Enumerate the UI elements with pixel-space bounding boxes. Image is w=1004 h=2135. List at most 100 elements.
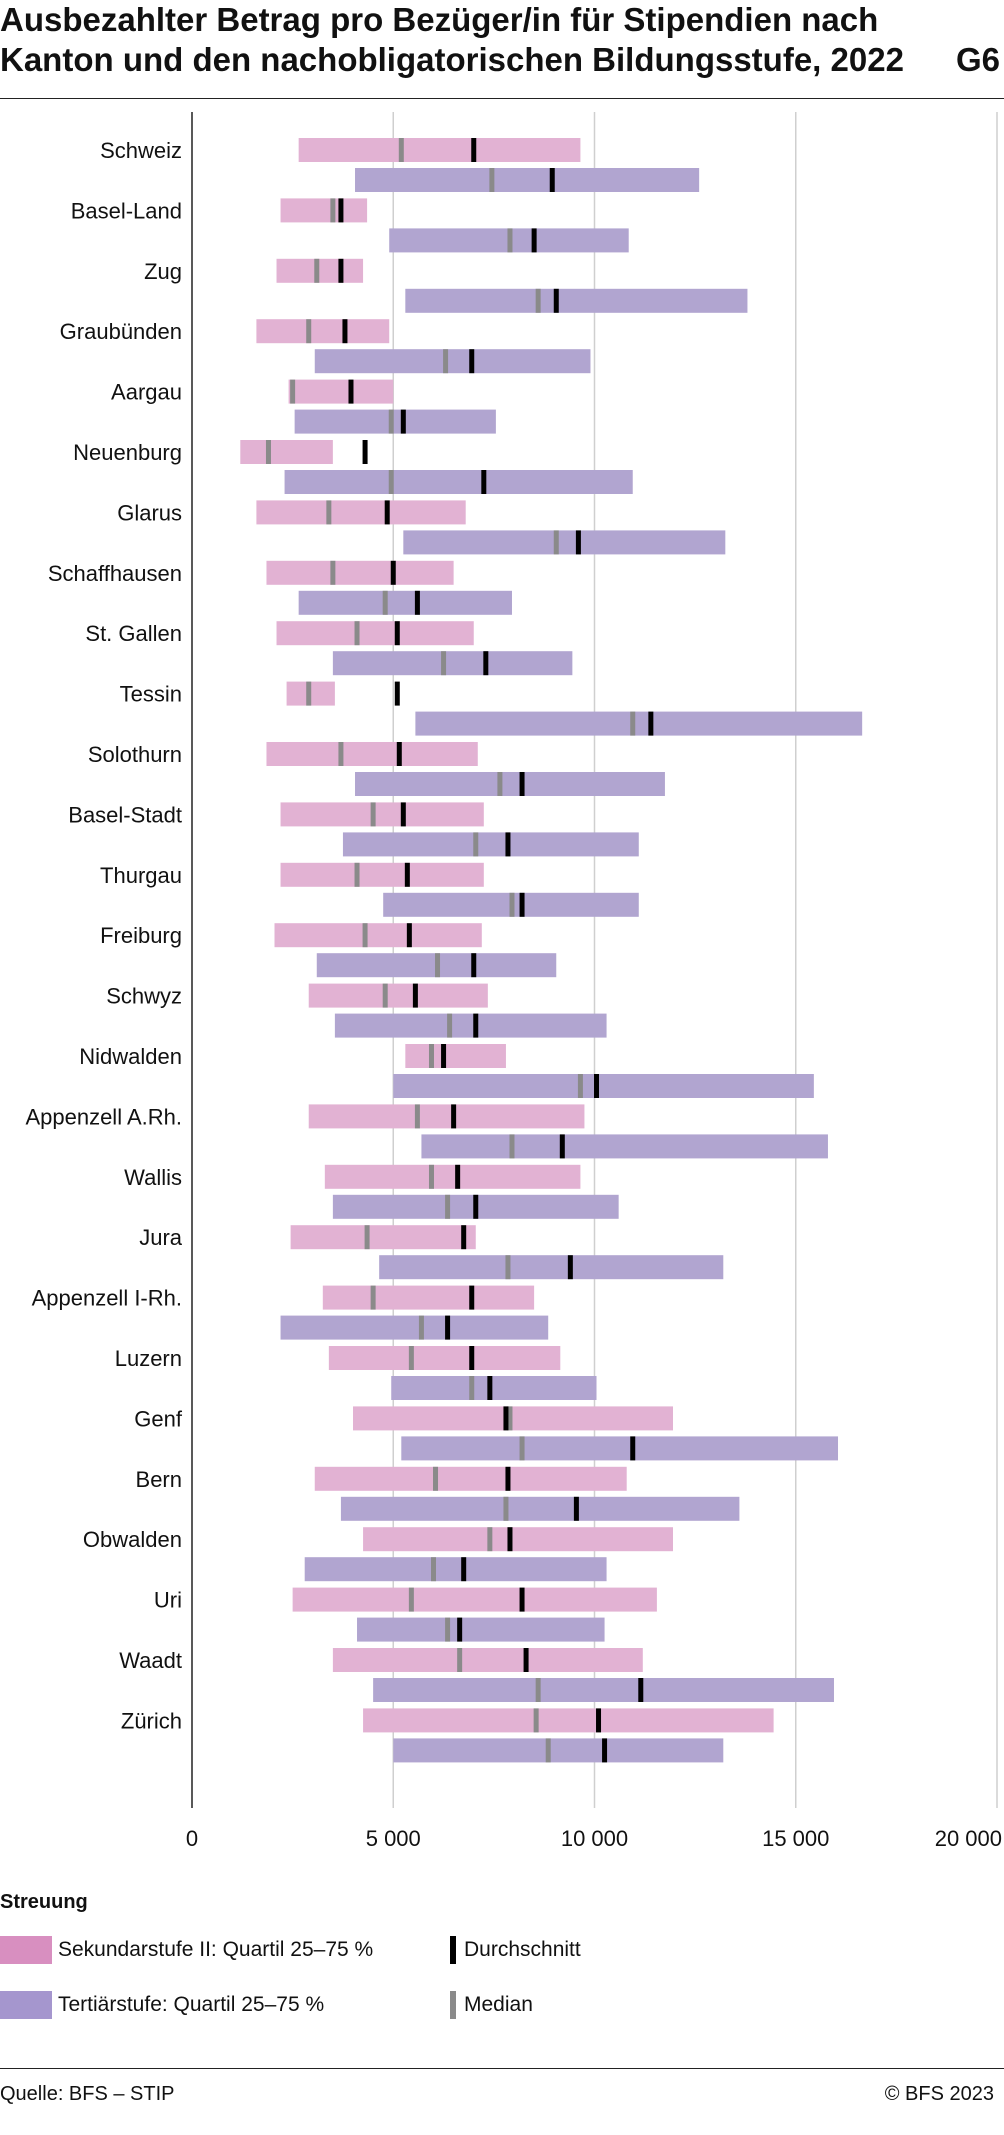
category-label: Nidwalden bbox=[79, 1044, 182, 1069]
median-marker bbox=[509, 1134, 515, 1159]
legend-swatch-tertiary bbox=[0, 1991, 52, 2020]
chart-title-line-1: Ausbezahlter Betrag pro Bezüger/in für S… bbox=[0, 1, 879, 38]
median-marker bbox=[418, 1315, 424, 1340]
category-label: Zürich bbox=[121, 1708, 182, 1733]
median-marker bbox=[290, 379, 296, 404]
mean-marker bbox=[461, 1557, 467, 1582]
category-label: Zug bbox=[144, 259, 182, 284]
mean-marker bbox=[549, 168, 555, 192]
quartile-bar bbox=[332, 1648, 643, 1672]
mean-marker bbox=[519, 772, 525, 796]
quartile-bar bbox=[294, 409, 496, 434]
quartile-bar bbox=[353, 1406, 673, 1431]
quartile-bar bbox=[256, 319, 390, 344]
legend-item-secondary: Sekundarstufe II: Quartil 25–75 % bbox=[0, 1936, 373, 1965]
median-marker bbox=[469, 1376, 475, 1400]
median-marker bbox=[507, 228, 513, 253]
quartile-bar bbox=[363, 1708, 774, 1733]
chart-title-line-2: Kanton und den nachobligatorischen Bildu… bbox=[0, 41, 904, 78]
median-marker bbox=[545, 1738, 551, 1763]
median-marker bbox=[431, 1557, 436, 1582]
mean-marker bbox=[400, 409, 406, 434]
mean-marker bbox=[471, 138, 477, 162]
quartile-bar bbox=[393, 1738, 724, 1763]
quartile-bar bbox=[266, 742, 478, 766]
legend-item-mean: Durchschnitt bbox=[450, 1936, 581, 1965]
mean-marker bbox=[406, 923, 412, 948]
median-marker bbox=[265, 440, 271, 464]
mean-marker bbox=[473, 1194, 479, 1219]
mean-marker bbox=[451, 1104, 457, 1129]
median-marker bbox=[370, 1285, 376, 1310]
legend-swatch-mean bbox=[450, 1936, 456, 1965]
mean-marker bbox=[503, 1406, 509, 1431]
median-marker bbox=[408, 1587, 414, 1612]
median-marker bbox=[503, 1496, 509, 1521]
x-tick-label: 20 000 bbox=[935, 1826, 1002, 1851]
category-label: Jura bbox=[139, 1225, 183, 1250]
mean-marker bbox=[596, 1708, 602, 1733]
legend-label-mean: Durchschnitt bbox=[464, 1938, 581, 1961]
median-marker bbox=[505, 1255, 511, 1280]
category-label: St. Gallen bbox=[85, 621, 182, 646]
category-label: Glarus bbox=[117, 500, 182, 525]
mean-marker bbox=[505, 1466, 511, 1491]
median-marker bbox=[388, 409, 394, 434]
legend-label-tertiary: Tertiärstufe: Quartil 25–75 % bbox=[58, 1993, 325, 2016]
top-rule bbox=[0, 98, 1004, 99]
category-label: Obwalden bbox=[83, 1527, 182, 1552]
median-marker bbox=[314, 258, 320, 283]
mean-marker bbox=[602, 1738, 608, 1763]
mean-marker bbox=[348, 379, 354, 404]
mean-marker bbox=[471, 953, 477, 978]
quartile-bar bbox=[314, 1466, 627, 1491]
median-marker bbox=[354, 621, 360, 646]
mean-marker bbox=[342, 319, 348, 344]
bottom-rule bbox=[0, 2068, 1004, 2069]
median-marker bbox=[577, 1074, 583, 1098]
mean-marker bbox=[594, 1074, 600, 1098]
category-label: Freiburg bbox=[100, 923, 182, 948]
quartile-bar bbox=[290, 1225, 476, 1250]
median-marker bbox=[630, 711, 636, 736]
quartile-bar bbox=[256, 500, 466, 525]
median-marker bbox=[487, 1527, 493, 1552]
median-marker bbox=[330, 198, 336, 223]
quartile-bar bbox=[280, 1315, 549, 1340]
mean-marker bbox=[441, 1044, 447, 1068]
median-marker bbox=[473, 832, 479, 857]
footer-source: Quelle: BFS – STIP bbox=[0, 2083, 175, 2105]
median-marker bbox=[535, 1678, 541, 1702]
mean-marker bbox=[559, 1134, 565, 1159]
quartile-bar bbox=[405, 1044, 506, 1068]
mean-marker bbox=[483, 651, 489, 676]
quartile-bar bbox=[280, 198, 368, 223]
category-label: Genf bbox=[134, 1406, 183, 1431]
quartile-bar bbox=[292, 1587, 657, 1612]
mean-marker bbox=[457, 1617, 463, 1642]
quartile-bar bbox=[391, 1376, 597, 1400]
median-marker bbox=[354, 862, 360, 887]
mean-marker bbox=[638, 1678, 644, 1702]
quartile-bar bbox=[373, 1678, 834, 1702]
x-tick-label: 0 bbox=[186, 1826, 198, 1851]
mean-marker bbox=[630, 1436, 636, 1461]
legend-item-median: Median bbox=[450, 1991, 533, 2020]
median-marker bbox=[382, 983, 388, 1008]
legend-swatch-median bbox=[450, 1991, 456, 2020]
legend-swatch-secondary bbox=[0, 1936, 52, 1965]
quartile-bar bbox=[324, 1164, 581, 1189]
category-label: Tessin bbox=[120, 682, 182, 707]
median-marker bbox=[428, 1044, 434, 1068]
mean-marker bbox=[523, 1648, 529, 1672]
mean-marker bbox=[404, 862, 410, 887]
quartile-bar bbox=[284, 470, 633, 494]
mean-marker bbox=[567, 1255, 573, 1280]
category-label: Schaffhausen bbox=[48, 561, 182, 586]
quartile-bar bbox=[280, 862, 484, 887]
mean-marker bbox=[390, 560, 396, 585]
mean-marker bbox=[473, 1013, 479, 1038]
median-marker bbox=[457, 1648, 463, 1672]
quartile-bar bbox=[308, 983, 488, 1008]
category-label: Schweiz bbox=[100, 138, 182, 163]
